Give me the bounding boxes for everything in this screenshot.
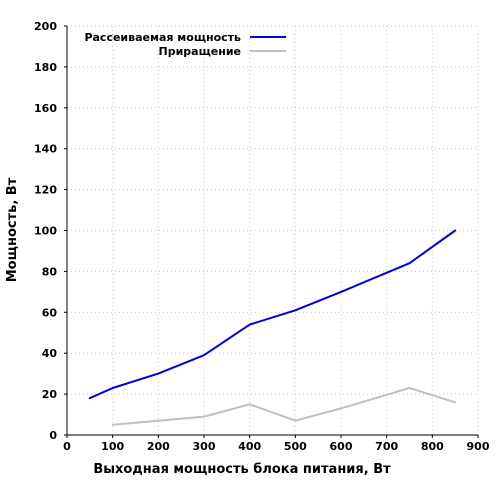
x-tick-label: 500	[284, 440, 307, 453]
y-tick-label: 20	[42, 388, 58, 401]
x-tick-label: 0	[63, 440, 71, 453]
y-tick-label: 180	[34, 61, 57, 74]
x-tick-label: 100	[101, 440, 124, 453]
y-tick-label: 200	[34, 20, 57, 33]
x-tick-label: 200	[147, 440, 170, 453]
x-tick-label: 300	[193, 440, 216, 453]
legend-label-2: Приращение	[159, 45, 241, 58]
y-tick-label: 0	[49, 429, 57, 442]
series-line-2	[111, 387, 457, 426]
y-tick-label: 100	[34, 225, 57, 238]
y-axis-label: Мощность, Вт	[5, 177, 20, 282]
series-lines	[88, 229, 457, 426]
x-tick-label: 600	[330, 440, 353, 453]
x-tick-label: 400	[238, 440, 261, 453]
axes: 0 100 200 300 400 500 600 700 800 900 0 20 40 60 80 100…	[34, 20, 490, 453]
x-tick-label: 900	[467, 440, 490, 453]
y-tick-label: 160	[34, 102, 57, 115]
x-tick-label: 800	[421, 440, 444, 453]
y-tick-label: 60	[42, 306, 58, 319]
y-tick-label: 140	[34, 143, 57, 156]
series-line-1	[88, 229, 457, 400]
x-tick-label: 700	[375, 440, 398, 453]
grid	[67, 25, 479, 435]
x-axis-label: Выходная мощность блока питания, Вт	[93, 462, 391, 477]
legend-label-1: Рассеиваемая мощность	[84, 31, 241, 44]
y-tick-label: 40	[42, 347, 58, 360]
y-tick-label: 80	[42, 265, 58, 278]
y-tick-label: 120	[34, 184, 57, 197]
